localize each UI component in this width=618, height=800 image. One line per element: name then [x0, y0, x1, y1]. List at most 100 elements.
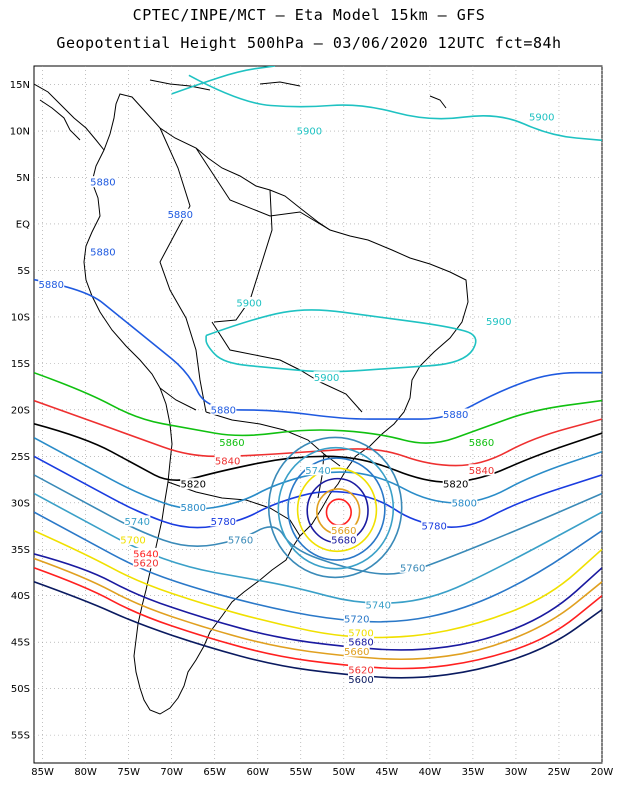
contour-label: 5880: [90, 178, 115, 189]
lon-tick-label: 35W: [462, 767, 485, 778]
contour-5880: [34, 278, 602, 420]
contour-label: 5740: [125, 517, 150, 528]
contour-label: 5760: [400, 563, 425, 574]
lon-tick-label: 40W: [419, 767, 442, 778]
contour-label: 5900: [314, 373, 339, 384]
coastline-borders: [34, 79, 469, 715]
contour-label: 5840: [215, 456, 240, 467]
contour-5800: [34, 436, 602, 510]
lat-tick-label: 30S: [11, 498, 30, 509]
lon-tick-label: 65W: [203, 767, 226, 778]
lon-tick-label: 25W: [548, 767, 571, 778]
contour-label: 5740: [366, 601, 391, 612]
lat-tick-label: 55S: [11, 731, 30, 742]
contour-label-bg: [485, 315, 512, 327]
contour-label: 5660: [344, 647, 369, 658]
contour-5680: [34, 553, 602, 651]
contour-5780: [34, 455, 602, 529]
lat-tick-label: 25S: [11, 452, 30, 463]
contour-label-bg: [343, 612, 370, 624]
lat-tick-label: 45S: [11, 638, 30, 649]
contour-label: 5860: [219, 438, 244, 449]
contour-label-bg: [348, 626, 375, 638]
contour-label: 5860: [469, 438, 494, 449]
contour-label: 5900: [529, 113, 554, 124]
contour-label: 5880: [90, 247, 115, 258]
axis-ticks: 15N 10N 5N EQ 5S 10S 15S 20S 25S 30S 35S 40S 45S 50S 5…: [10, 80, 614, 778]
contour-label: 5640: [133, 549, 158, 560]
lat-tick-label: 15N: [10, 80, 30, 91]
contour-label-bg: [468, 464, 495, 476]
contour-label-bg: [343, 645, 370, 657]
lon-tick-label: 30W: [505, 767, 528, 778]
contour-label-bg: [236, 296, 263, 308]
contour-label-bg: [421, 520, 448, 532]
contour-label-bg: [468, 436, 495, 448]
lat-tick-label: 10S: [11, 312, 30, 323]
contour-label-bg: [89, 176, 116, 188]
contour-5900: [171, 66, 276, 95]
contour-label-bg: [442, 478, 469, 490]
map-subtitle: Geopotential Height 500hPa – 03/06/2020 …: [56, 34, 562, 52]
contour-label-bg: [365, 599, 392, 611]
lon-tick-label: 20W: [591, 767, 614, 778]
contour-labels: 5900 5900 5880 5880 5880 5880 5900 5900 5900 5880…: [38, 111, 555, 686]
contour-label: 5780: [211, 517, 236, 528]
contour-5700: [34, 529, 602, 639]
contour-5660: [34, 557, 602, 661]
contour-label-bg: [313, 371, 340, 383]
contour-label-bg: [167, 208, 194, 220]
contour-5600: [34, 581, 602, 679]
lon-tick-label: 45W: [376, 767, 399, 778]
contour-label-bg: [210, 515, 237, 527]
contour-label-bg: [305, 464, 331, 476]
contour-label: 5780: [421, 522, 446, 533]
lon-tick-label: 50W: [333, 767, 356, 778]
contour-label-bg: [227, 533, 254, 545]
contour-label-bg: [119, 533, 146, 545]
contour-label-bg: [38, 278, 65, 290]
lat-tick-label: 40S: [11, 591, 30, 602]
contour-label-bg: [89, 245, 116, 257]
contour-label-bg: [348, 673, 375, 685]
lon-tick-label: 85W: [31, 767, 54, 778]
contour-label-bg: [442, 408, 469, 420]
contour-label: 5880: [168, 210, 193, 221]
contour-label-bg: [214, 454, 241, 466]
lat-tick-label: EQ: [16, 219, 30, 230]
contour-label-bg: [348, 636, 375, 648]
contour-label: 5720: [344, 614, 369, 625]
contour-label-bg: [330, 524, 357, 536]
lat-tick-label: 15S: [11, 359, 30, 370]
contour-label: 5620: [133, 559, 158, 570]
contour-label-bg: [330, 533, 357, 545]
lat-tick-label: 50S: [11, 684, 30, 695]
contour-label: 5800: [180, 503, 205, 514]
contour-label: 5700: [120, 535, 145, 546]
contour-label-bg: [124, 515, 151, 527]
contour-label-bg: [218, 436, 245, 448]
contour-label-bg: [528, 111, 555, 123]
contour-5820: [34, 423, 602, 484]
lon-tick-label: 70W: [160, 767, 183, 778]
contour-label: 5840: [469, 466, 494, 477]
contour-label-bg: [210, 403, 237, 415]
lat-tick-label: 35S: [11, 545, 30, 556]
contour-label-bg: [180, 478, 207, 490]
contour-5840: [34, 399, 602, 467]
contour-label: 5620: [348, 666, 373, 677]
lon-tick-label: 80W: [74, 767, 97, 778]
lat-tick-label: 20S: [11, 405, 30, 416]
contour-5860: [34, 371, 602, 444]
lon-tick-label: 55W: [289, 767, 312, 778]
contour-label-bg: [451, 496, 478, 508]
lat-tick-label: 10N: [10, 127, 30, 138]
lat-tick-label: 5S: [17, 266, 30, 277]
low-contour-5760: [267, 436, 403, 579]
contour-label: 5880: [211, 405, 236, 416]
contour-label: 5820: [443, 480, 468, 491]
lon-tick-label: 75W: [117, 767, 140, 778]
contour-5900: [205, 309, 477, 373]
contour-label: 5680: [331, 535, 356, 546]
